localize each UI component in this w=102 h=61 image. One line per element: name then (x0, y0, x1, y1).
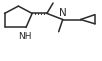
Text: NH: NH (18, 32, 31, 41)
Text: N: N (59, 8, 67, 18)
Text: O: O (50, 0, 58, 2)
